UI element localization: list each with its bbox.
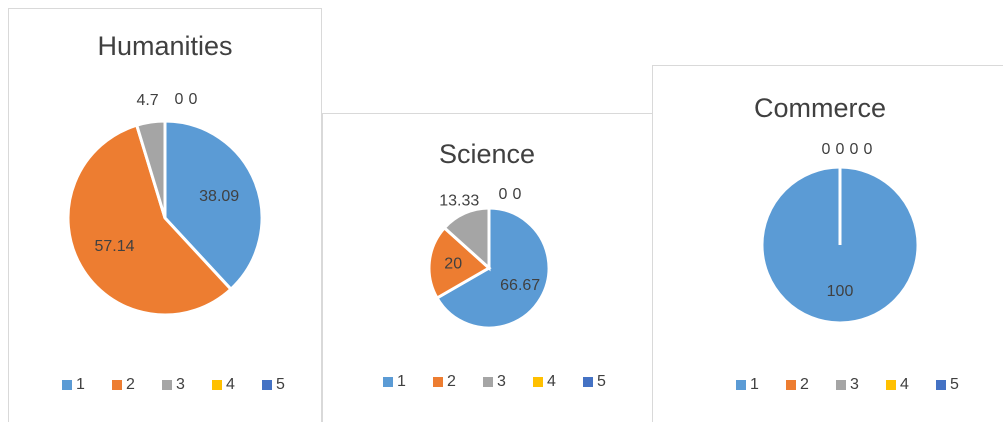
data-label: 13.33 xyxy=(439,192,479,209)
legend-label: 5 xyxy=(276,376,285,393)
legend-label: 3 xyxy=(497,373,506,390)
legend-label: 1 xyxy=(397,373,406,390)
legend-label: 2 xyxy=(447,373,456,390)
data-label: 0 xyxy=(175,91,184,108)
legend-swatch xyxy=(836,380,846,390)
legend-swatch xyxy=(212,380,222,390)
legend-swatch xyxy=(736,380,746,390)
legend-label: 5 xyxy=(950,376,959,393)
data-label: 66.67 xyxy=(500,277,540,294)
pie-slice xyxy=(427,225,492,301)
legend-label: 1 xyxy=(750,376,759,393)
pie-slice xyxy=(434,206,551,330)
chart-title: Humanities xyxy=(97,31,232,61)
chart-title: Commerce xyxy=(754,93,886,123)
pie-slice xyxy=(66,123,234,317)
legend-swatch xyxy=(262,380,272,390)
legend-swatch xyxy=(112,380,122,390)
panel xyxy=(8,8,322,422)
panel xyxy=(652,65,1003,422)
data-label: 57.14 xyxy=(95,238,135,255)
legend-label: 3 xyxy=(850,376,859,393)
legend-label: 1 xyxy=(76,376,85,393)
legend-swatch xyxy=(483,377,493,387)
data-label: 0 xyxy=(189,91,198,108)
data-label: 0 xyxy=(864,141,873,158)
legend-label: 2 xyxy=(126,376,135,393)
legend-swatch xyxy=(433,377,443,387)
legend-swatch xyxy=(936,380,946,390)
data-label: 4.7 xyxy=(136,92,158,109)
data-label: 0 xyxy=(822,141,831,158)
legend-swatch xyxy=(786,380,796,390)
legend-swatch xyxy=(583,377,593,387)
data-label: 0 xyxy=(836,141,845,158)
legend-label: 4 xyxy=(900,376,909,393)
legend-swatch xyxy=(886,380,896,390)
data-label: 100 xyxy=(827,283,854,300)
data-label: 0 xyxy=(513,186,522,203)
chart-title: Science xyxy=(439,139,535,169)
data-label: 20 xyxy=(444,255,462,272)
legend-label: 4 xyxy=(547,373,556,390)
legend-swatch xyxy=(383,377,393,387)
data-label: 38.09 xyxy=(199,188,239,205)
legend-swatch xyxy=(162,380,172,390)
legend-label: 5 xyxy=(597,373,606,390)
legend-swatch xyxy=(62,380,72,390)
pie-slice xyxy=(163,119,264,292)
legend-swatch xyxy=(533,377,543,387)
data-label: 0 xyxy=(850,141,859,158)
legend-label: 2 xyxy=(800,376,809,393)
legend-label: 4 xyxy=(226,376,235,393)
legend-label: 3 xyxy=(176,376,185,393)
data-label: 0 xyxy=(499,186,508,203)
